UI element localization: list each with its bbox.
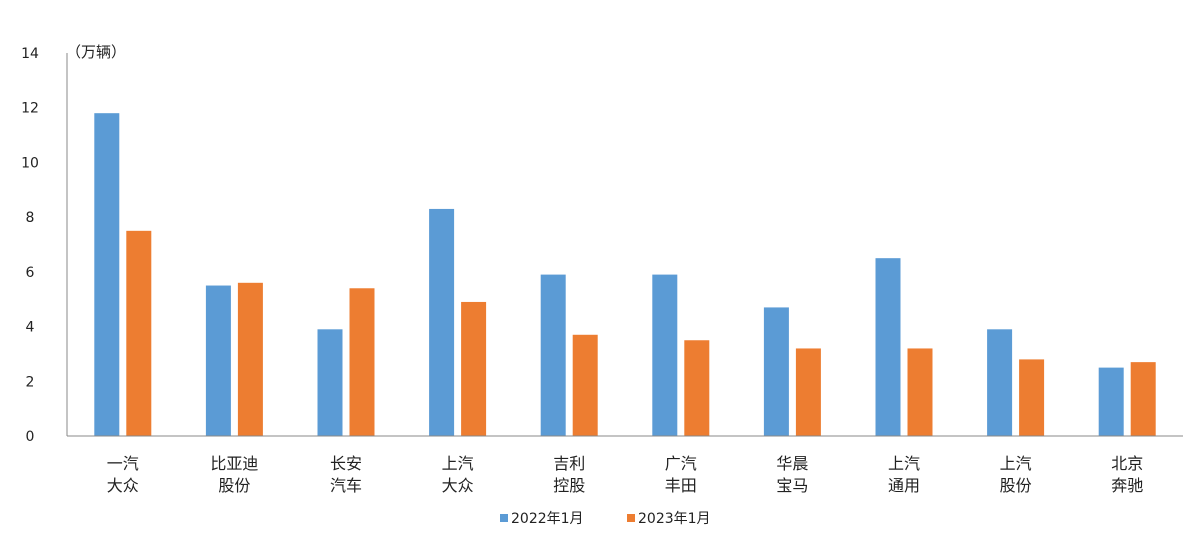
bar-2023 [126,230,152,436]
x-category-label: 吉利 [553,454,585,473]
bar-2022 [875,258,901,436]
x-category-label: 广汽 [665,454,697,473]
x-category-label: 比亚迪 [210,454,258,473]
x-category-label: 丰田 [665,476,697,495]
bar-2022 [429,208,455,436]
y-unit-label: （万辆） [66,43,126,61]
x-category-label: 华晨 [776,454,808,473]
bar-2022 [1098,367,1124,436]
bar-2022 [763,307,789,436]
bar-2023 [684,340,710,436]
y-tick-label: 8 [26,210,35,226]
x-category-label: 长安 [330,454,362,473]
bar-2023 [572,334,598,436]
bar-2023 [349,288,375,436]
legend: 2022年1月 2023年1月 [500,511,711,527]
bar-2023 [795,348,821,436]
bar-2022 [317,329,343,436]
legend-swatch [500,514,508,522]
x-category-label: 通用 [888,476,920,495]
y-tick-label: 12 [21,101,39,117]
bar-2022 [652,274,678,436]
bar-2022 [987,329,1013,436]
x-category-label: 大众 [107,476,139,495]
x-category-label: 一汽 [107,454,139,473]
bar-2022 [205,285,231,436]
x-category-label: 奔驰 [1111,476,1143,495]
y-axis: 0 2 4 6 8 10 12 14 （万辆） [21,43,126,445]
bar-2022 [94,113,120,436]
x-category-label: 上汽 [442,454,474,473]
legend-label: 2022年1月 [511,511,584,527]
x-category-label: 控股 [553,476,585,495]
x-category-label: 汽车 [330,476,362,495]
x-category-label: 北京 [1111,454,1143,473]
bar-2023 [237,282,263,436]
y-tick-label: 6 [26,265,35,281]
y-tick-label: 14 [21,46,39,62]
x-category-label: 上汽 [888,454,920,473]
bar-2023 [461,301,487,436]
legend-label: 2023年1月 [638,511,711,527]
x-category-label: 股份 [218,476,250,495]
y-tick-label: 10 [21,155,39,171]
y-tick-label: 2 [26,374,35,390]
bar-2022 [540,274,566,436]
x-category-label: 大众 [442,476,474,495]
bar-2023 [907,348,933,436]
bars [94,113,1156,436]
y-tick-label: 4 [26,320,35,336]
legend-swatch [627,514,635,522]
x-category-label: 上汽 [1000,454,1032,473]
x-category-label: 宝马 [776,476,808,495]
bar-2023 [1019,359,1045,436]
y-tick-label: 0 [26,429,35,445]
x-category-label: 股份 [1000,476,1032,495]
bar-2023 [1130,362,1156,436]
